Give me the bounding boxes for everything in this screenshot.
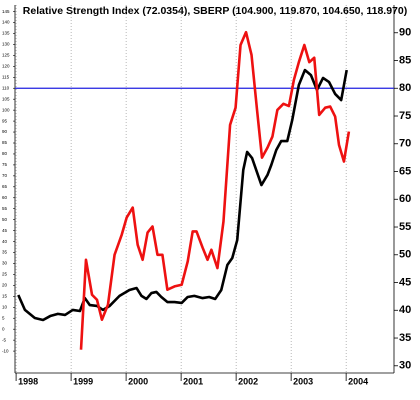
y2-tick-label: 30 bbox=[399, 360, 411, 372]
y2-tick-label: 75 bbox=[399, 110, 411, 122]
series-line bbox=[79, 30, 351, 350]
x-tick-label: 2003 bbox=[293, 376, 313, 386]
y2-tick-label: 65 bbox=[399, 165, 411, 177]
y2-tick-label: 45 bbox=[399, 276, 411, 288]
y-tick-label: 55 bbox=[2, 206, 8, 211]
y-tick-label: 85 bbox=[2, 140, 8, 145]
y-tick-label: 40 bbox=[2, 239, 8, 244]
x-tick-label: 2001 bbox=[183, 376, 203, 386]
y-tick-label: 65 bbox=[2, 184, 8, 189]
chart-title: Relative Strength Index (72.0354), SBERP… bbox=[23, 5, 407, 17]
y-tick-label: 0 bbox=[2, 326, 5, 331]
y-tick-label: 50 bbox=[2, 217, 8, 222]
y-tick-label: 95 bbox=[2, 118, 8, 123]
y2-tick-label: 80 bbox=[399, 82, 411, 94]
y-tick-label: 115 bbox=[2, 74, 10, 79]
y-tick-label: 30 bbox=[2, 261, 8, 266]
y-tick-label: -10 bbox=[2, 348, 9, 353]
y2-tick-label: 35 bbox=[399, 332, 411, 344]
y-tick-label: 70 bbox=[2, 173, 8, 178]
y2-tick-label: 85 bbox=[399, 54, 411, 66]
y-tick-label: 15 bbox=[2, 294, 8, 299]
y-tick-label: 125 bbox=[2, 53, 10, 58]
y-tick-label: 90 bbox=[2, 129, 8, 134]
y-tick-label: 75 bbox=[2, 162, 8, 167]
y2-tick-label: 60 bbox=[399, 193, 411, 205]
y-tick-label: 60 bbox=[2, 195, 8, 200]
y-tick-label: 45 bbox=[2, 228, 8, 233]
y-tick-label: 135 bbox=[2, 31, 10, 36]
y-tick-label: 130 bbox=[2, 42, 10, 47]
y-tick-label: 140 bbox=[2, 20, 10, 25]
x-tick-label: 1999 bbox=[73, 376, 93, 386]
y-tick-label: 80 bbox=[2, 151, 8, 156]
y-tick-label: 20 bbox=[2, 283, 8, 288]
y2-tick-label: 70 bbox=[399, 138, 411, 150]
y2-tick-label: 40 bbox=[399, 304, 411, 316]
y-tick-label: -5 bbox=[2, 337, 6, 342]
x-tick-label: 1998 bbox=[18, 376, 38, 386]
y-tick-label: 100 bbox=[2, 107, 10, 112]
x-tick-label: 2004 bbox=[348, 376, 368, 386]
y-tick-label: 10 bbox=[2, 304, 8, 309]
y2-tick-label: 50 bbox=[399, 249, 411, 261]
x-tick-label: 2002 bbox=[238, 376, 258, 386]
y-tick-label: 110 bbox=[2, 85, 10, 90]
y-tick-label: 5 bbox=[2, 315, 5, 320]
y2-tick-label: 90 bbox=[399, 27, 411, 39]
y-tick-label: 35 bbox=[2, 250, 8, 255]
y-tick-label: 25 bbox=[2, 272, 8, 277]
y2-tick-label: 55 bbox=[399, 221, 411, 233]
y-tick-label: 120 bbox=[2, 64, 10, 69]
x-tick-label: 2000 bbox=[128, 376, 148, 386]
y-tick-label: 145 bbox=[2, 9, 10, 14]
y-tick-label: 105 bbox=[2, 96, 10, 101]
